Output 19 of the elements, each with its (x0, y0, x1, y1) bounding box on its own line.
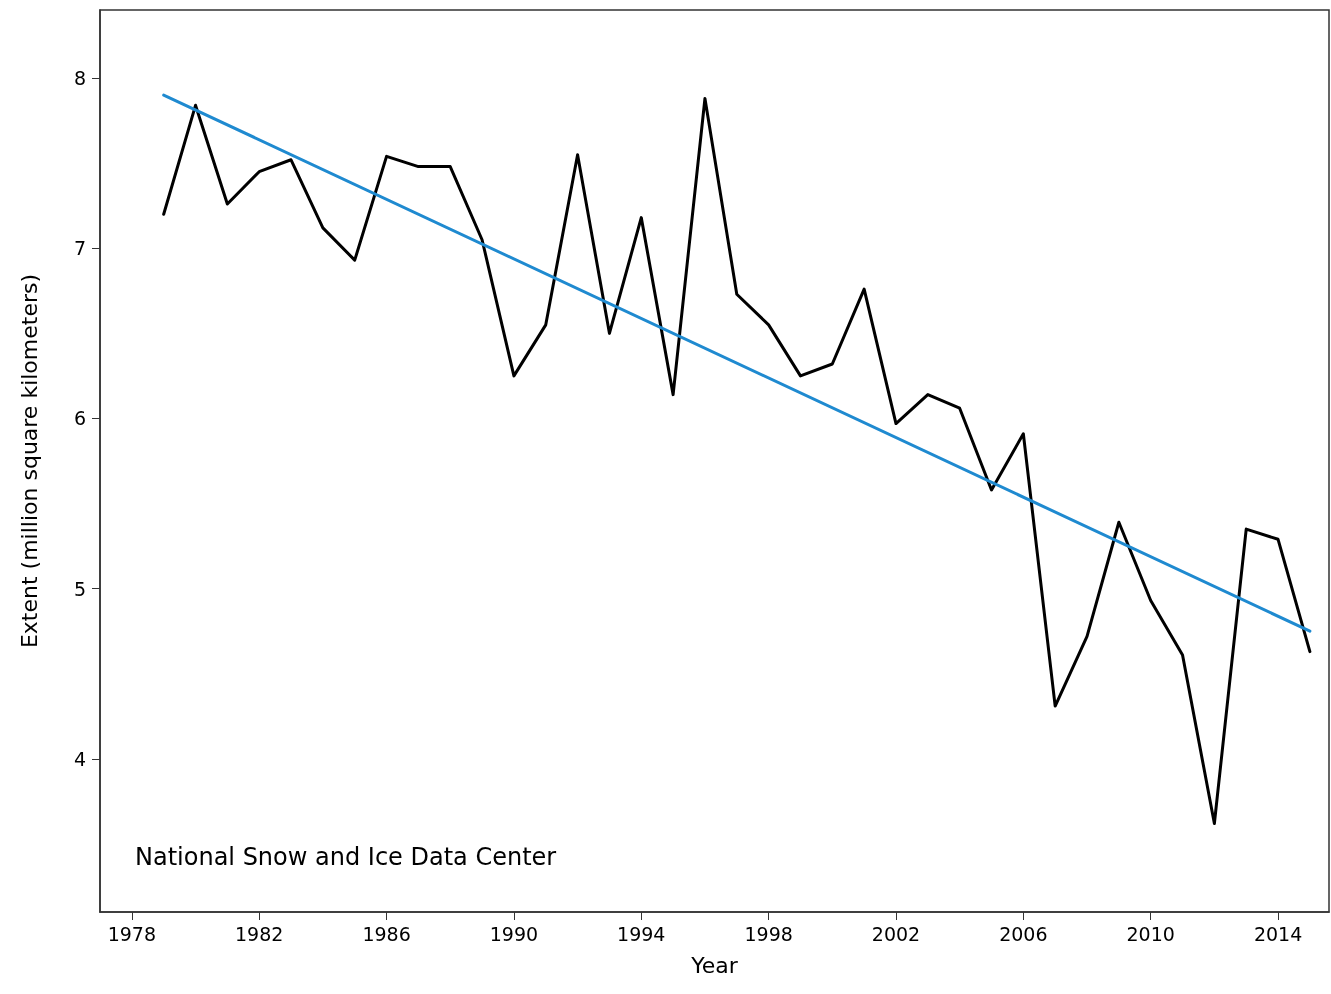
x-tick-label: 2006 (999, 922, 1048, 945)
y-tick-label: 5 (73, 577, 86, 600)
annotation: National Snow and Ice Data Center (135, 843, 557, 871)
y-tick-label: 6 (73, 407, 86, 430)
x-tick-label: 1994 (617, 922, 666, 945)
y-tick-label: 8 (73, 67, 86, 90)
x-axis-title: Year (690, 952, 739, 978)
x-tick-label: 1998 (744, 922, 793, 945)
line-series (162, 97, 1312, 825)
x-tick-label: 2010 (1126, 922, 1175, 945)
y-axis-title: Extent (million square kilometers) (16, 273, 42, 649)
x-tick-label: 2014 (1253, 922, 1303, 945)
x-tick-label: 2002 (871, 922, 921, 945)
x-tick-label: 1978 (107, 922, 157, 945)
y-tick-label: 7 (73, 237, 86, 260)
x-tick-label: 1982 (235, 922, 284, 945)
y-tick-label: 4 (73, 747, 86, 770)
x-tick-label: 1986 (362, 922, 411, 945)
x-tick-label: 1990 (489, 922, 539, 945)
